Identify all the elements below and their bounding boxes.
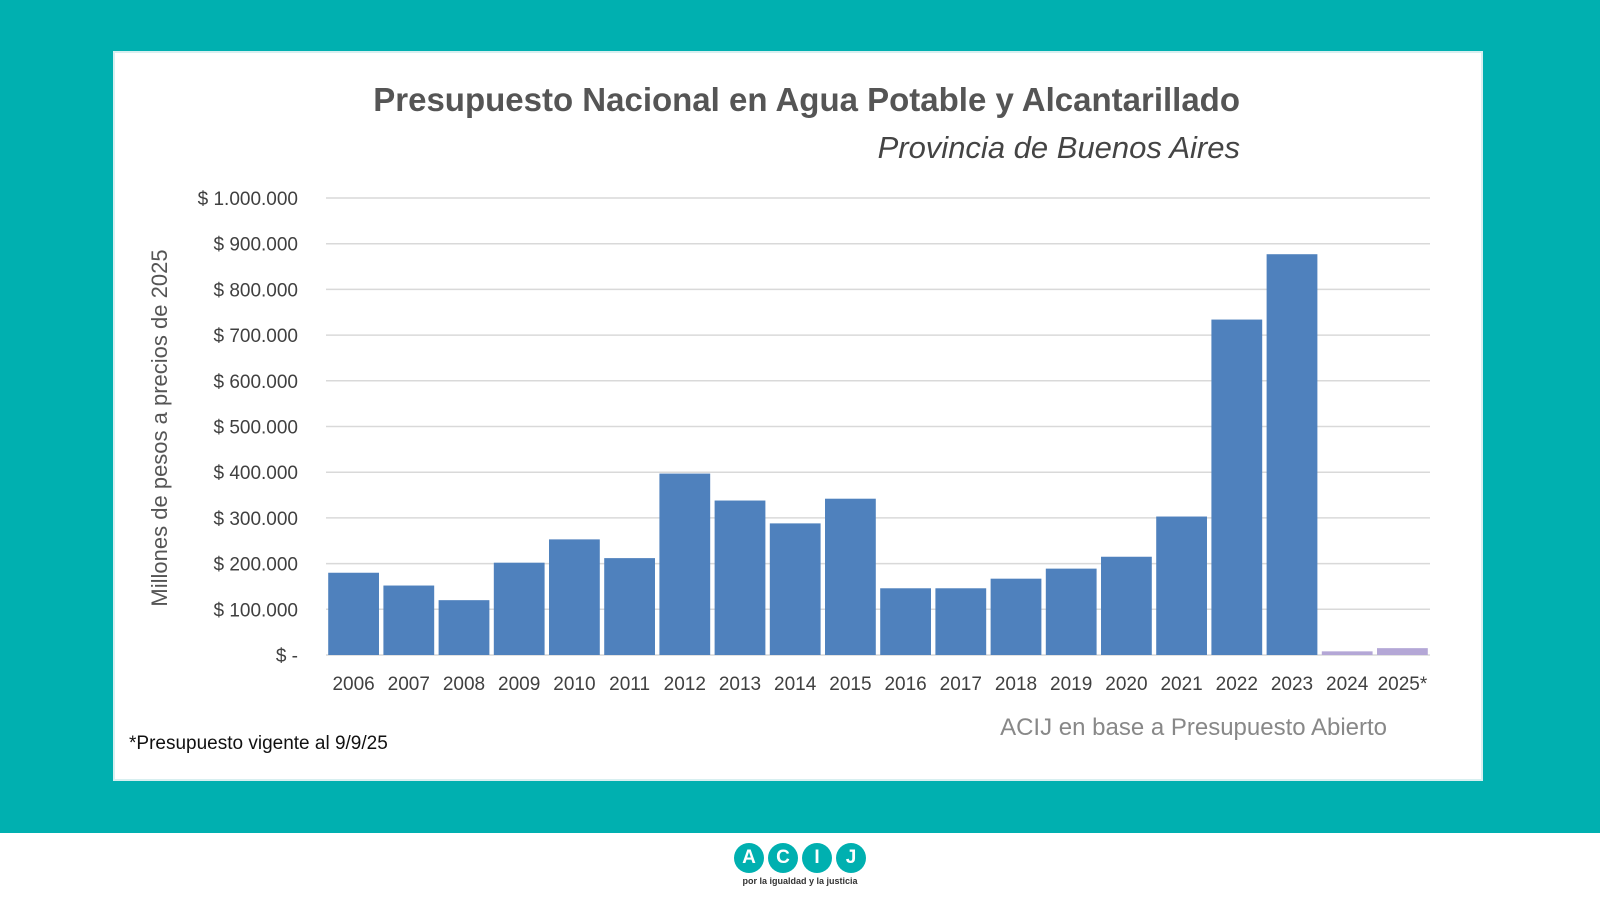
x-tick-label: 2020: [1105, 674, 1147, 695]
logo-letter-a: A: [734, 843, 764, 873]
y-tick-label: $ -: [276, 646, 298, 667]
footnote: *Presupuesto vigente al 9/9/25: [129, 733, 388, 754]
bar-2025: [1377, 648, 1428, 655]
bar-2008: [438, 600, 490, 655]
x-tick-label: 2008: [443, 674, 485, 695]
x-tick-label: 2024: [1326, 674, 1369, 695]
y-tick-label: $ 800.000: [213, 280, 298, 301]
bar-2019: [1045, 568, 1097, 655]
gridlines: [326, 197, 1430, 656]
bar-2010: [549, 539, 600, 655]
bar-2016: [880, 588, 931, 655]
bar-2021: [1156, 516, 1207, 655]
x-tick-label: 2006: [332, 674, 374, 695]
logo-letter-i: I: [802, 843, 832, 873]
x-tick-label: 2011: [609, 674, 650, 695]
x-tick-label: 2018: [995, 674, 1037, 695]
bar-2020: [1101, 556, 1152, 655]
bar-2012: [659, 473, 711, 655]
x-tick-label: 2010: [553, 674, 595, 695]
x-tick-label: 2009: [498, 674, 540, 695]
x-tick-label: 2022: [1216, 674, 1258, 695]
y-tick-label: $ 200.000: [213, 555, 298, 576]
x-tick-label: 2015: [829, 674, 871, 695]
bar-2022: [1211, 319, 1263, 655]
bar-2011: [604, 558, 655, 655]
y-tick-label: $ 900.000: [213, 235, 298, 256]
bar-2013: [714, 500, 766, 655]
y-tick-label: $ 500.000: [213, 418, 298, 439]
bar-2009: [493, 562, 545, 655]
x-tick-label: 2016: [884, 674, 926, 695]
x-tick-label: 2025*: [1378, 674, 1428, 695]
x-tick-label: 2007: [388, 674, 430, 695]
y-tick-label: $ 100.000: [213, 600, 298, 621]
bar-2024: [1321, 651, 1373, 655]
x-tick-label: 2012: [664, 674, 706, 695]
bar-2006: [328, 572, 379, 655]
bar-chart: Presupuesto Nacional en Agua Potable y A…: [129, 81, 1430, 754]
x-tick-label: 2017: [940, 674, 982, 695]
chart-card: Presupuesto Nacional en Agua Potable y A…: [113, 51, 1483, 781]
bar-2014: [769, 523, 821, 655]
logo-letter-j: J: [836, 843, 866, 873]
x-tick-label: 2023: [1271, 674, 1313, 695]
source-note: ACIJ en base a Presupuesto Abierto: [1000, 714, 1387, 741]
x-tick-label: 2013: [719, 674, 761, 695]
bars: [328, 254, 1428, 655]
x-tick-label: 2021: [1160, 674, 1202, 695]
chart-subtitle: Provincia de Buenos Aires: [878, 130, 1240, 165]
y-axis-ticks: $ - $ 100.000 $ 200.000 $ 300.000 $ 400.000 $…: [198, 189, 298, 667]
x-tick-label: 2019: [1050, 674, 1092, 695]
bar-2023: [1266, 254, 1318, 655]
y-tick-label: $ 700.000: [213, 326, 298, 347]
y-tick-label: $ 400.000: [213, 463, 298, 484]
y-axis-title: Millones de pesos a precios de 2025: [147, 249, 172, 606]
y-tick-label: $ 1.000.000: [198, 189, 298, 210]
bar-2018: [990, 578, 1042, 655]
y-tick-label: $ 600.000: [213, 372, 298, 393]
bar-2015: [825, 498, 876, 655]
logo-letter-c: C: [768, 843, 798, 873]
bar-2007: [383, 585, 435, 655]
bar-2017: [935, 588, 987, 655]
chart-title: Presupuesto Nacional en Agua Potable y A…: [373, 81, 1240, 118]
x-axis-ticks: 2006 2007 2008 2009 2010 2011 2012 2013 2014 2015…: [332, 674, 1427, 695]
y-tick-label: $ 300.000: [213, 509, 298, 530]
logo-tagline: por la igualdad y la justicia: [742, 876, 858, 886]
x-tick-label: 2014: [774, 674, 817, 695]
